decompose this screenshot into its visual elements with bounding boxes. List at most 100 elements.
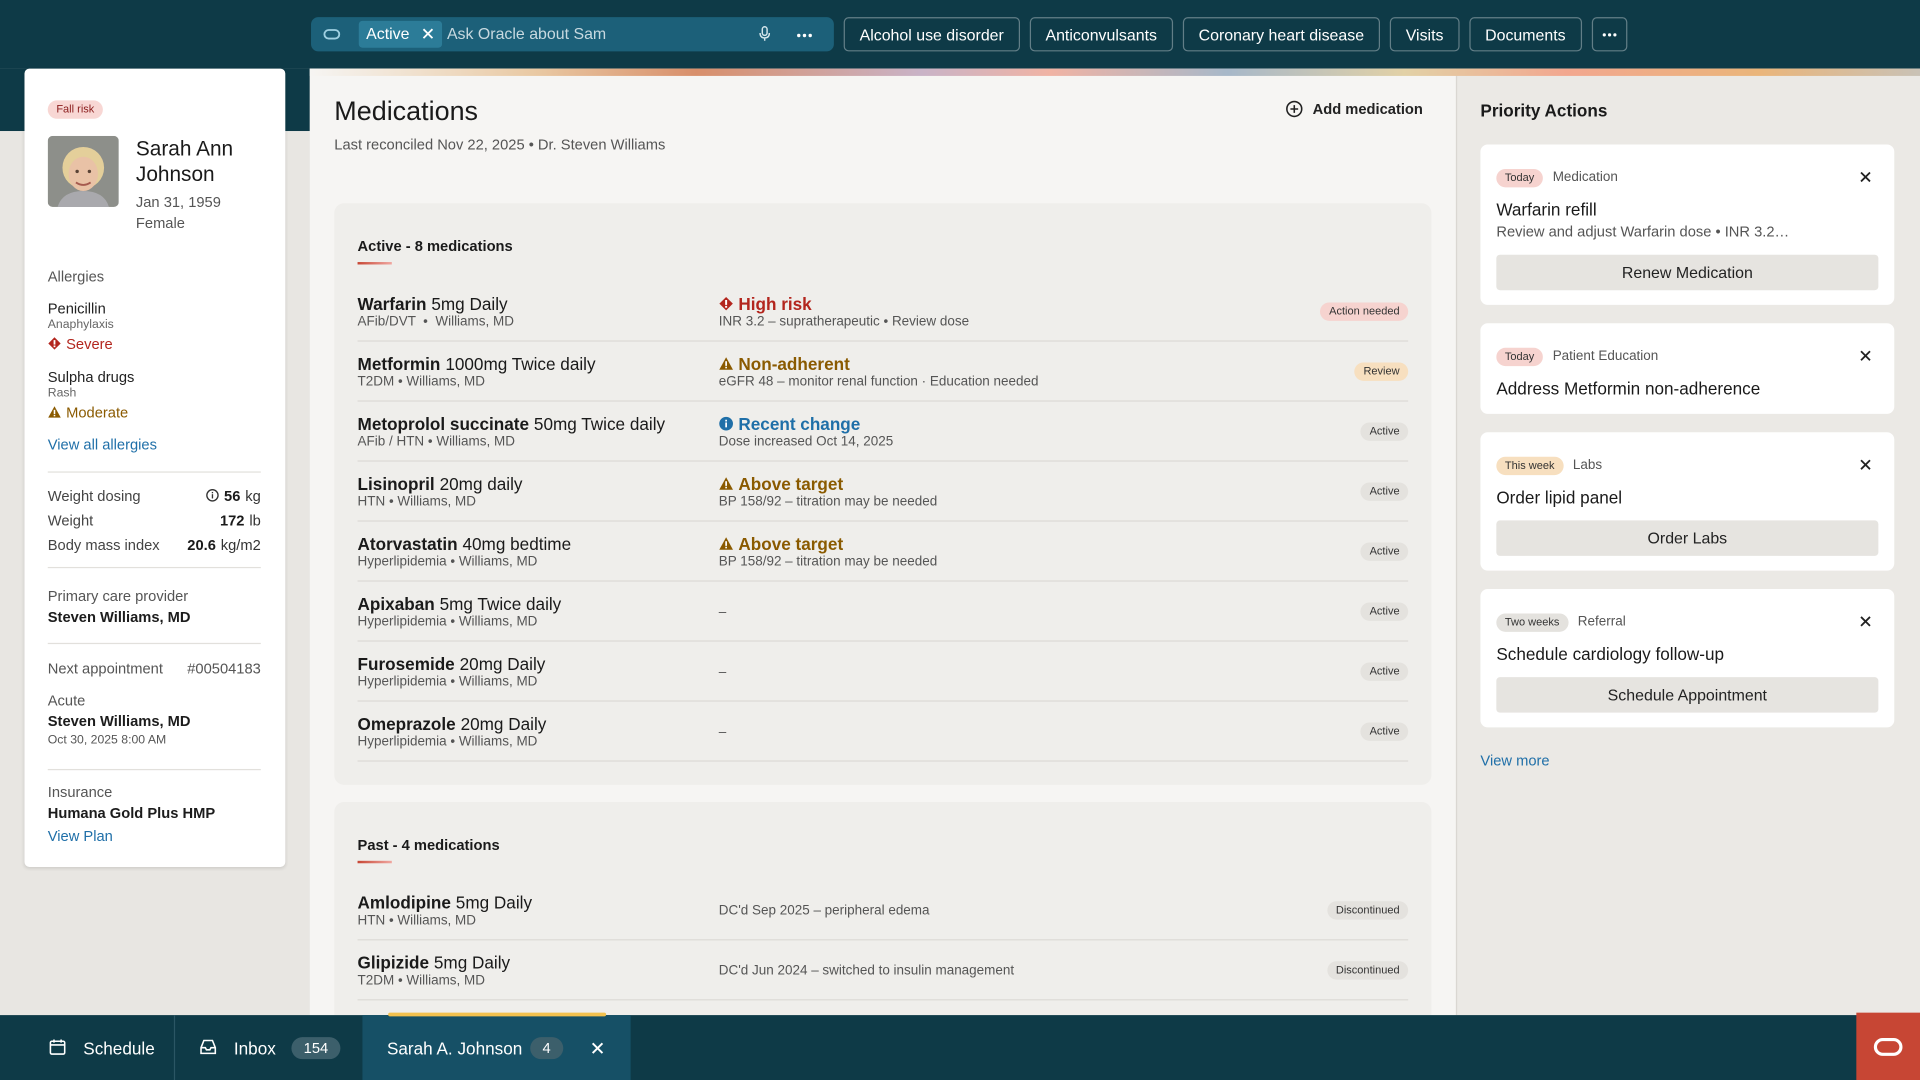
drug-dose: 5mg Daily <box>455 892 533 913</box>
context-tabs: Alcohol use disorder Anticonvulsants Coron… <box>843 17 1627 52</box>
context-tab[interactable]: Documents <box>1469 17 1582 52</box>
row-separator <box>357 760 1409 762</box>
priority-meta: Today Medication <box>1496 167 1878 189</box>
priority-card: Today Medication Warfarin refill Review and… <box>1480 144 1895 305</box>
close-patient-tab[interactable] <box>590 1041 605 1056</box>
medication-name[interactable]: Omeprazole 20mg Daily <box>358 714 547 734</box>
inbox-icon[interactable] <box>200 1038 217 1055</box>
dismiss-glyph <box>1860 350 1871 361</box>
dismiss-glyph <box>1860 171 1871 183</box>
medication-detail: AFib / HTN • Williams, MD <box>357 434 515 450</box>
view-all-allergies[interactable]: View all allergies <box>47 435 157 454</box>
schedule-tab[interactable]: Schedule <box>83 1038 155 1058</box>
priority-when: Two weeks <box>1496 612 1568 632</box>
priority-action[interactable]: Renew Medication <box>1496 254 1879 291</box>
metric-label: Weight <box>47 511 94 529</box>
allergy-reaction: Rash <box>47 386 77 401</box>
priority-category: Medication <box>1552 170 1618 185</box>
status-text: Above target <box>738 473 844 494</box>
status-badge: Discontinued <box>1327 901 1409 920</box>
row-separator <box>357 700 1409 702</box>
drug-dose: 20mg Daily <box>460 713 547 734</box>
status-icon <box>719 296 733 311</box>
appt-id: #00504183 <box>187 660 261 678</box>
medication-name[interactable]: Metformin 1000mg Twice daily <box>358 354 596 374</box>
context-tab[interactable]: Alcohol use disorder <box>843 17 1020 52</box>
priority-action[interactable]: Order Labs <box>1496 520 1879 556</box>
search-more[interactable] <box>796 27 813 44</box>
priority-category: Patient Education <box>1552 348 1659 364</box>
medication-name[interactable]: Lisinopril 20mg daily <box>358 474 523 494</box>
status-badge: Active <box>1361 602 1409 621</box>
mic-button[interactable] <box>757 26 773 42</box>
row-separator <box>357 400 1409 402</box>
patient-tab[interactable]: Sarah A. Johnson <box>386 1038 523 1058</box>
status-badge: Discontinued <box>1327 961 1409 980</box>
metric-number: 56 <box>224 487 241 505</box>
metric-number: 172 <box>219 511 245 529</box>
medication-name[interactable]: Metoprolol succinate 50mg Twice daily <box>358 414 666 434</box>
metric-value: 172 lb <box>220 512 261 529</box>
context-tab[interactable]: Coronary heart disease <box>1182 17 1380 52</box>
dismiss-button[interactable] <box>1859 615 1872 628</box>
medication-detail: T2DM • Williams, MD <box>357 973 485 989</box>
context-tab[interactable]: Anticonvulsants <box>1029 17 1173 52</box>
schedule-icon[interactable] <box>49 1038 66 1055</box>
drug-dose: 40mg bedtime <box>462 533 572 554</box>
view-more[interactable]: View more <box>1480 751 1550 769</box>
context-tab-more[interactable] <box>1591 17 1627 52</box>
oracle-assistant[interactable] <box>1873 1032 1903 1061</box>
medication-name[interactable]: Furosemide 20mg Daily <box>358 654 546 674</box>
medication-note: eGFR 48 – monitor renal function · Educa… <box>718 374 1039 390</box>
search-more-glyph <box>797 33 812 38</box>
oracle-logo-glyph <box>323 29 341 40</box>
patient-dob: Jan 31, 1959 <box>135 193 221 211</box>
add-medication[interactable]: Add medication <box>1286 100 1423 118</box>
severity-text: Severe <box>66 335 113 353</box>
inbox-icon-glyph <box>200 1039 217 1055</box>
view-plan[interactable]: View Plan <box>47 827 113 845</box>
medication-name[interactable]: Glipizide 5mg Daily <box>358 953 511 973</box>
decor-strip <box>309 68 1920 76</box>
status-icon <box>719 357 733 370</box>
dismiss-button[interactable] <box>1859 349 1872 362</box>
search-placeholder[interactable]: Ask Oracle about Sam <box>446 24 607 43</box>
context-tab[interactable]: Visits <box>1389 17 1460 52</box>
bottom-bar <box>0 1015 1920 1080</box>
metric-label: Weight dosing <box>47 487 141 505</box>
patient-count: 4 <box>530 1037 563 1060</box>
medication-name[interactable]: Amlodipine 5mg Daily <box>358 893 532 913</box>
medication-name[interactable]: Apixaban 5mg Twice daily <box>358 594 562 614</box>
priority-category: Referral <box>1577 614 1626 630</box>
metric-label: Body mass index <box>47 536 160 554</box>
metric-value: 56 kg <box>206 487 261 504</box>
medication-note: DC'd Jun 2024 – switched to insulin mana… <box>718 963 1015 979</box>
metric-value: 20.6 kg/m2 <box>187 536 261 553</box>
medication-name[interactable]: Atorvastatin 40mg bedtime <box>358 534 572 554</box>
appt-type: Acute <box>47 691 86 709</box>
status-badge: Active <box>1361 542 1409 561</box>
status-text: Recent change <box>738 413 861 434</box>
drug-dose: 20mg Daily <box>459 653 546 674</box>
drug-name: Amlodipine <box>357 892 451 913</box>
separator <box>47 566 261 569</box>
oracle-assistant-glyph <box>1873 1037 1903 1056</box>
pcp-label: Primary care provider <box>47 587 189 605</box>
oracle-logo[interactable] <box>323 26 341 43</box>
section-heading: Active - 8 medications <box>357 237 513 255</box>
drug-name: Atorvastatin <box>357 533 458 554</box>
section-accent <box>357 262 392 265</box>
row-separator <box>357 460 1409 462</box>
inbox-tab[interactable]: Inbox <box>233 1038 276 1058</box>
dismiss-button[interactable] <box>1859 170 1872 183</box>
dismiss-button[interactable] <box>1859 458 1872 471</box>
priority-title: Schedule cardiology follow-up <box>1496 644 1725 664</box>
medication-detail: HTN • Williams, MD <box>357 913 477 929</box>
medication-name[interactable]: Warfarin 5mg Daily <box>358 294 508 314</box>
priority-detail: Review and adjust Warfarin dose • INR 3.… <box>1496 222 1790 240</box>
search-chip[interactable]: Active <box>358 20 443 48</box>
priority-action[interactable]: Schedule Appointment <box>1496 677 1879 713</box>
insurance-name: Humana Gold Plus HMP <box>47 804 216 822</box>
